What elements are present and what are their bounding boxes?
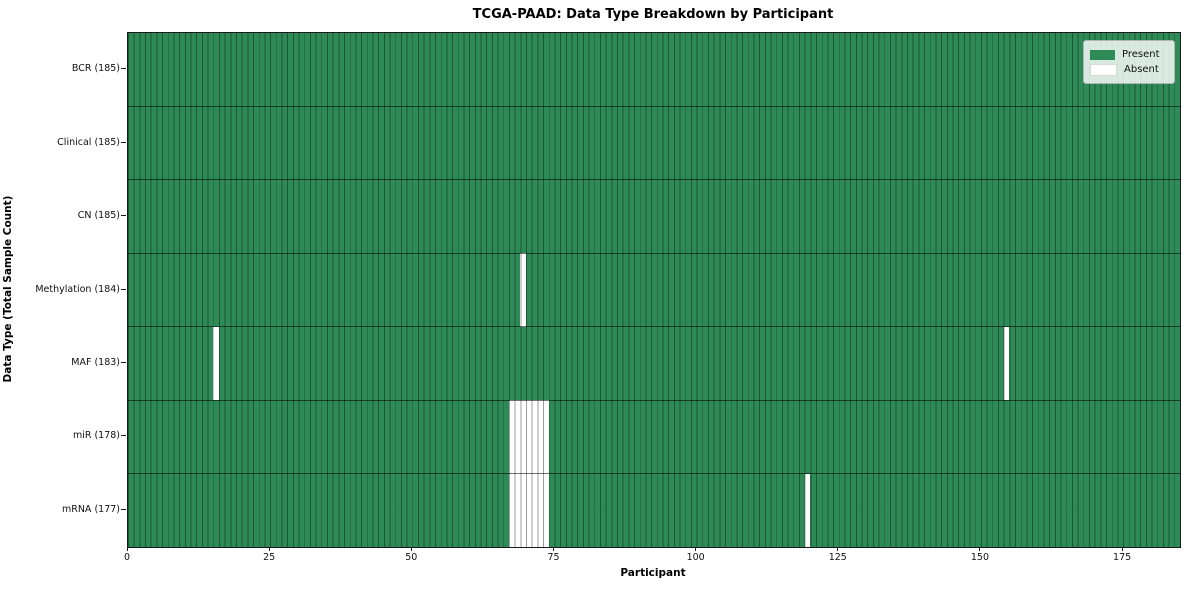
row-separator — [128, 179, 1180, 181]
x-tick-label: 150 — [970, 552, 990, 563]
absent-bar — [520, 473, 527, 547]
absent-bar — [543, 473, 549, 547]
x-tick-mark — [837, 547, 839, 551]
row-separator — [128, 105, 1180, 107]
row-separator — [128, 399, 1180, 401]
x-tick-mark — [268, 547, 270, 551]
y-tick-mark — [121, 508, 126, 510]
absent-swatch — [1090, 63, 1117, 76]
y-tick-label: Clinical (185) — [57, 136, 120, 148]
absent-bar — [537, 473, 544, 547]
y-tick-mark — [121, 68, 126, 70]
x-tick-label: 125 — [828, 552, 847, 563]
y-tick-mark — [121, 141, 126, 143]
y-tick-label: Methylation (184) — [35, 283, 120, 295]
x-tick-mark — [552, 547, 554, 551]
absent-bar — [531, 473, 538, 547]
absent-bar — [526, 473, 532, 547]
y-tick-mark — [121, 361, 126, 363]
absent-bar — [804, 473, 811, 547]
legend-item-absent: Absent — [1090, 62, 1166, 77]
x-tick-label: 50 — [405, 552, 418, 563]
row-separator — [128, 473, 1180, 475]
legend: Present Absent — [1083, 40, 1175, 84]
y-tick-label: MAF (183) — [71, 356, 120, 368]
absent-bar — [543, 400, 549, 474]
y-tick-label: miR (178) — [72, 430, 120, 442]
y-tick-label: CN (185) — [77, 210, 120, 222]
x-tick-label: 0 — [123, 552, 131, 563]
y-tick-label: BCR (185) — [71, 63, 120, 75]
x-tick-mark — [410, 547, 412, 551]
x-tick-mark — [126, 547, 128, 551]
x-tick-label: 75 — [547, 552, 560, 563]
legend-label-present: Present — [1122, 49, 1160, 60]
y-tick-mark — [121, 435, 126, 437]
absent-bar — [213, 326, 219, 401]
x-tick-mark — [979, 547, 981, 551]
absent-bar — [520, 253, 527, 327]
y-tick-mark — [121, 215, 126, 217]
x-tick-mark — [695, 547, 697, 551]
x-tick-label: 175 — [1113, 552, 1132, 563]
absent-bar — [531, 400, 538, 474]
absent-bar — [508, 400, 515, 474]
y-tick-mark — [121, 288, 126, 290]
absent-bar — [514, 473, 521, 547]
column-grid-overlay — [128, 33, 1180, 547]
absent-bar — [520, 400, 527, 474]
chart-title: TCGA-PAAD: Data Type Breakdown by Partic… — [472, 7, 834, 22]
legend-item-present: Present — [1090, 47, 1166, 62]
present-swatch — [1090, 49, 1115, 60]
absent-bar — [508, 473, 515, 547]
x-axis-label: Participant — [620, 567, 686, 579]
row-separator — [128, 252, 1180, 254]
legend-label-absent: Absent — [1124, 64, 1159, 75]
absent-bar — [1003, 326, 1010, 401]
y-tick-label: mRNA (177) — [61, 503, 120, 515]
x-tick-label: 25 — [263, 552, 276, 563]
x-tick-label: 100 — [686, 552, 705, 563]
absent-bar — [526, 400, 532, 474]
row-separator — [128, 326, 1180, 328]
absent-bar — [514, 400, 521, 474]
plot-area — [127, 32, 1181, 548]
absent-bar — [537, 400, 544, 474]
x-tick-mark — [1121, 547, 1123, 551]
